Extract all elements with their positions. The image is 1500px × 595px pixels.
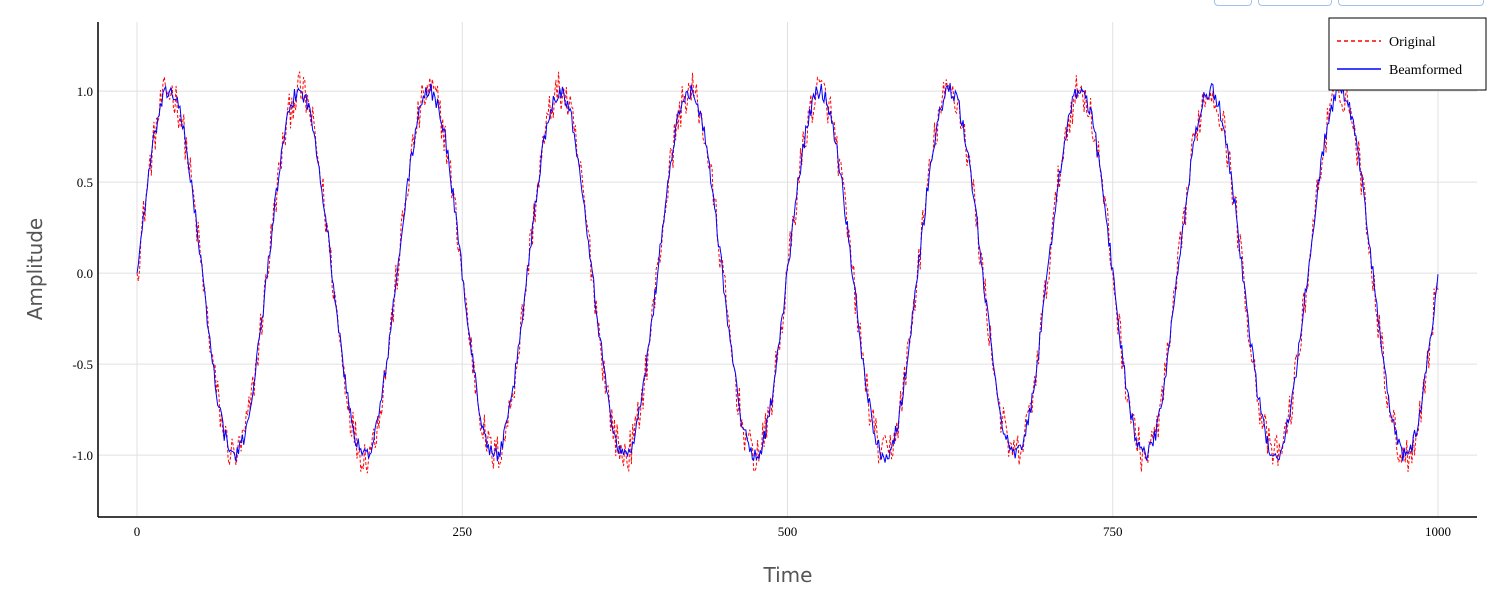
- y-tick-label: -1.0: [72, 448, 93, 463]
- x-tick-label: 250: [453, 524, 473, 539]
- toolbar-button-1[interactable]: [1214, 0, 1252, 6]
- x-tick-label: 0: [134, 524, 141, 539]
- y-tick-label: 0.0: [77, 266, 93, 281]
- y-tick-label: 0.5: [77, 175, 93, 190]
- toolbar-button-3[interactable]: [1338, 0, 1484, 6]
- y-tick-label: 1.0: [77, 84, 93, 99]
- legend: Original Beamformed: [1328, 17, 1487, 91]
- ticks: 0 250 500 750 1000 -1.0 -0.5 0.0 0.5 1.0: [72, 84, 1451, 539]
- x-tick-label: 500: [778, 524, 798, 539]
- y-axis-title: Amplitude: [23, 218, 47, 321]
- grid: [98, 22, 1477, 517]
- x-tick-label: 1000: [1425, 524, 1451, 539]
- x-axis-title: Time: [763, 563, 813, 587]
- y-tick-label: -0.5: [72, 357, 93, 372]
- legend-box: [1328, 17, 1487, 91]
- series-line-beamformed: [136, 82, 1439, 463]
- toolbar-button-2[interactable]: [1258, 0, 1332, 6]
- x-tick-label: 750: [1103, 524, 1123, 539]
- legend-label-beamformed: Beamformed: [1389, 63, 1462, 78]
- series-layer: [136, 71, 1439, 474]
- legend-label-original: Original: [1389, 35, 1436, 50]
